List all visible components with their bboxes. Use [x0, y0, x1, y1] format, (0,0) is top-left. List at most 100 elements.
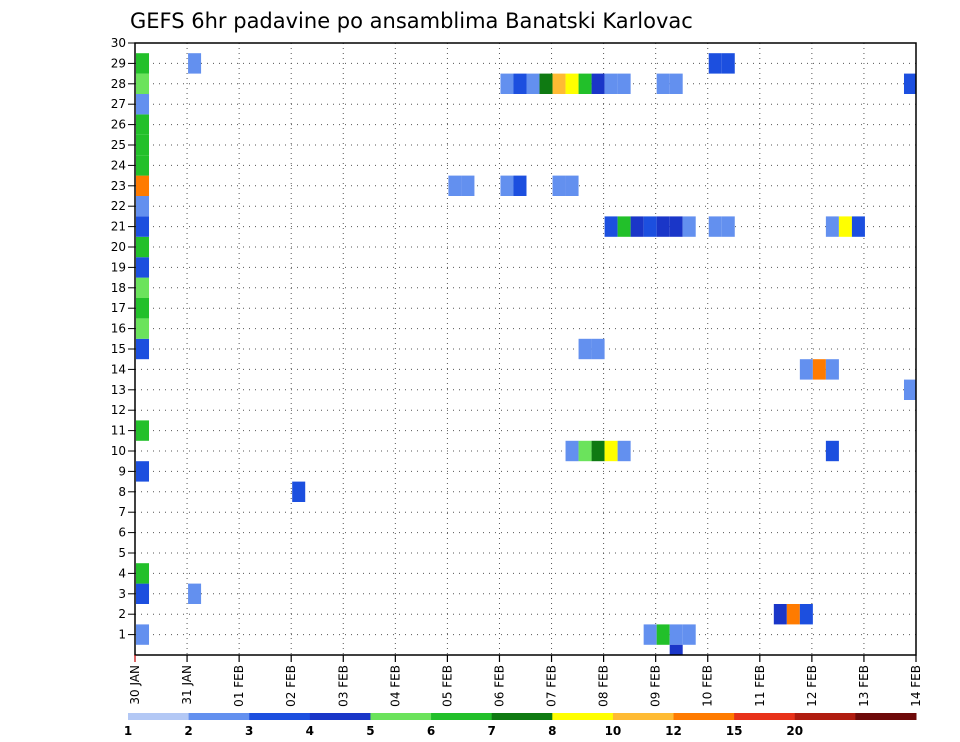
heatmap-cell [136, 134, 150, 156]
y-tick-label: 25 [111, 138, 126, 152]
heatmap-cell [617, 440, 631, 462]
heatmap-cell [500, 73, 514, 94]
heatmap-cell [656, 216, 670, 237]
heatmap-cell [578, 440, 592, 462]
heatmap-cell [136, 563, 150, 584]
heatmap-cell [682, 216, 696, 237]
y-tick-label: 20 [111, 240, 126, 254]
heatmap-cell [513, 175, 527, 196]
heatmap-cell [136, 53, 150, 74]
heatmap-cell [539, 73, 553, 94]
y-tick-label: 18 [111, 281, 126, 295]
colorbar-label: 10 [605, 724, 622, 738]
heatmap-cell [552, 73, 566, 94]
heatmap-cell [578, 338, 592, 360]
heatmap-cell [825, 216, 839, 237]
heatmap-cell [643, 624, 657, 645]
colorbar-label: 12 [665, 724, 682, 738]
heatmap-cell [565, 175, 579, 196]
colorbar-swatch [734, 713, 796, 720]
colorbar-swatch [309, 713, 371, 720]
heatmap-cell [630, 216, 644, 237]
grid-lines [135, 43, 916, 655]
colorbar: 1 2 3 4 5 6 7 8 10 12 15 20 [124, 713, 917, 738]
colorbar-label: 8 [548, 724, 556, 738]
x-tick-label: 01 FEB [232, 665, 246, 707]
heatmap-cell [565, 73, 579, 94]
heatmap-cell [136, 298, 150, 319]
heatmap-cell [136, 155, 150, 176]
heatmap-cell [136, 318, 150, 339]
x-tick-label: 04 FEB [388, 665, 402, 707]
heatmap-cell [136, 196, 150, 217]
y-axis: 1234567891011121314151617181920212223242… [111, 36, 135, 642]
heatmap-cell [136, 175, 150, 196]
x-tick-label: 12 FEB [805, 665, 819, 707]
colorbar-label: 20 [786, 724, 803, 738]
heatmap-cell [708, 53, 722, 74]
heatmap-cell [825, 440, 839, 462]
y-tick-label: 19 [111, 260, 126, 274]
heatmap-cell [552, 175, 566, 196]
colorbar-swatch [552, 713, 614, 720]
heatmap-cell [591, 440, 605, 462]
x-tick-label: 02 FEB [284, 665, 298, 707]
colorbar-swatch [612, 713, 675, 720]
heatmap-cell [292, 481, 306, 502]
heatmap-cell [903, 379, 916, 400]
heatmap-cell [136, 420, 150, 441]
colorbar-label: 5 [366, 724, 374, 738]
colorbar-swatch [249, 713, 311, 720]
y-tick-label: 30 [111, 36, 126, 50]
heatmap-cell [825, 359, 839, 380]
y-tick-label: 17 [111, 301, 126, 315]
colorbar-label: 1 [124, 724, 132, 738]
heatmap-cell [799, 604, 813, 625]
y-tick-label: 1 [118, 628, 126, 642]
heatmap-cell [656, 624, 670, 645]
heatmap-cell [604, 73, 618, 94]
heatmap-cell [656, 73, 670, 94]
x-tick-label: 03 FEB [336, 665, 350, 707]
x-tick-label: 05 FEB [440, 665, 454, 707]
y-tick-label: 26 [111, 118, 126, 132]
heatmap-cell [604, 216, 618, 237]
colorbar-swatch [128, 713, 190, 720]
y-tick-label: 8 [118, 485, 126, 499]
heatmap-cell [812, 359, 826, 380]
x-tick-label: 14 FEB [909, 665, 923, 707]
y-tick-label: 6 [118, 526, 126, 540]
x-tick-label: 11 FEB [753, 665, 767, 707]
heatmap-cell [136, 461, 150, 482]
colorbar-label: 4 [306, 724, 314, 738]
heatmap-cell [136, 257, 150, 278]
heatmap-cell [851, 216, 865, 237]
y-tick-label: 5 [118, 546, 126, 560]
y-tick-label: 24 [111, 158, 126, 172]
y-tick-label: 14 [111, 362, 126, 376]
x-tick-label: 31 JAN [180, 665, 194, 705]
x-tick-label: 06 FEB [492, 665, 506, 707]
colorbar-label: 15 [726, 724, 743, 738]
heatmap-cell [136, 624, 150, 645]
heatmap-cell [500, 175, 514, 196]
heatmap-cell [565, 440, 579, 462]
y-tick-label: 13 [111, 383, 126, 397]
y-tick-label: 2 [118, 607, 126, 621]
x-tick-label: 09 FEB [649, 665, 663, 707]
heatmap-cell [721, 216, 735, 237]
x-tick-label: 13 FEB [857, 665, 871, 707]
chart-title: GEFS 6hr padavine po ansamblima Banatski… [130, 9, 693, 33]
heatmap-cell [708, 216, 722, 237]
heatmap-cell [682, 624, 696, 645]
colorbar-swatch [431, 713, 493, 720]
heatmap-cell [136, 236, 150, 258]
colorbar-label: 7 [488, 724, 496, 738]
heatmap-cell [617, 73, 631, 94]
x-tick-label: 10 FEB [701, 665, 715, 707]
y-tick-label: 4 [118, 566, 126, 580]
y-tick-label: 10 [111, 444, 126, 458]
y-tick-label: 28 [111, 77, 126, 91]
heatmap-cell [136, 94, 150, 115]
